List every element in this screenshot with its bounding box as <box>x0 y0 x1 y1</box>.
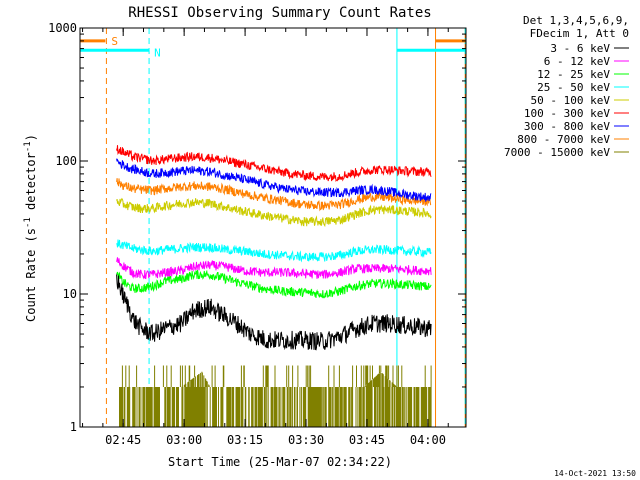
x-tick-label: 03:00 <box>166 433 202 447</box>
legend-label: 12 - 25 keV <box>537 68 610 81</box>
series-line-4 <box>116 197 432 228</box>
x-axis-label: Start Time (25-Mar-07 02:34:22) <box>168 455 392 469</box>
legend-header-line-2: FDecim 1, Att 0 <box>530 27 629 40</box>
plot-frame <box>79 27 467 428</box>
x-tick-label: 04:00 <box>410 433 446 447</box>
y-tick-label: 10 <box>63 287 77 301</box>
y-axis-label-part: detector <box>24 152 38 217</box>
series-line-7 <box>116 178 432 212</box>
series-line-6 <box>116 158 432 202</box>
y-axis-label-part: ) <box>24 134 38 141</box>
x-tick-label: 03:30 <box>288 433 324 447</box>
series-line-0 <box>116 274 432 351</box>
legend-label: 3 - 6 keV <box>550 42 610 55</box>
legend-label: 7000 - 15000 keV <box>504 146 610 159</box>
legend-label: 6 - 12 keV <box>544 55 611 68</box>
series-line-1 <box>116 257 432 280</box>
footer-timestamp: 14-Oct-2021 13:50 <box>554 469 636 478</box>
series-line-5 <box>116 145 432 183</box>
legend: Det 1,3,4,5,6,9, FDecim 1, Att 0 3 - 6 k… <box>504 14 629 159</box>
x-tick-label: 03:15 <box>227 433 263 447</box>
legend-label: 300 - 800 keV <box>524 120 610 133</box>
y-tick-label: 1 <box>70 420 77 434</box>
series-line-3 <box>116 239 432 263</box>
legend-header-line-1: Det 1,3,4,5,6,9, <box>523 14 629 27</box>
axes: 1 10 100 1000 02:45 03:00 03:15 03:30 03:45 04:00 <box>48 21 466 447</box>
y-axis-label: Count Rate (s-1 detector-1) <box>23 134 38 322</box>
series-line-2 <box>116 269 432 299</box>
night-marker-label: N <box>154 46 161 59</box>
legend-label: 100 - 300 keV <box>524 107 610 120</box>
x-tick-label: 02:45 <box>105 433 141 447</box>
x-tick-label: 03:45 <box>349 433 385 447</box>
chart-title: RHESSI Observing Summary Count Rates <box>128 5 431 21</box>
y-tick-label: 1000 <box>48 21 77 35</box>
plot-area: SN <box>79 28 466 427</box>
legend-label: 800 - 7000 keV <box>517 133 610 146</box>
legend-label: 50 - 100 keV <box>531 94 611 107</box>
y-axis-label-exp: -1 <box>23 141 33 152</box>
attenuator-marker-label: S <box>111 35 118 48</box>
y-axis-label-part: Count Rate (s <box>24 228 38 322</box>
y-tick-label: 100 <box>55 154 77 168</box>
series-line-8 <box>119 365 432 427</box>
legend-label: 25 - 50 keV <box>537 81 610 94</box>
y-axis-label-exp: -1 <box>23 217 33 228</box>
